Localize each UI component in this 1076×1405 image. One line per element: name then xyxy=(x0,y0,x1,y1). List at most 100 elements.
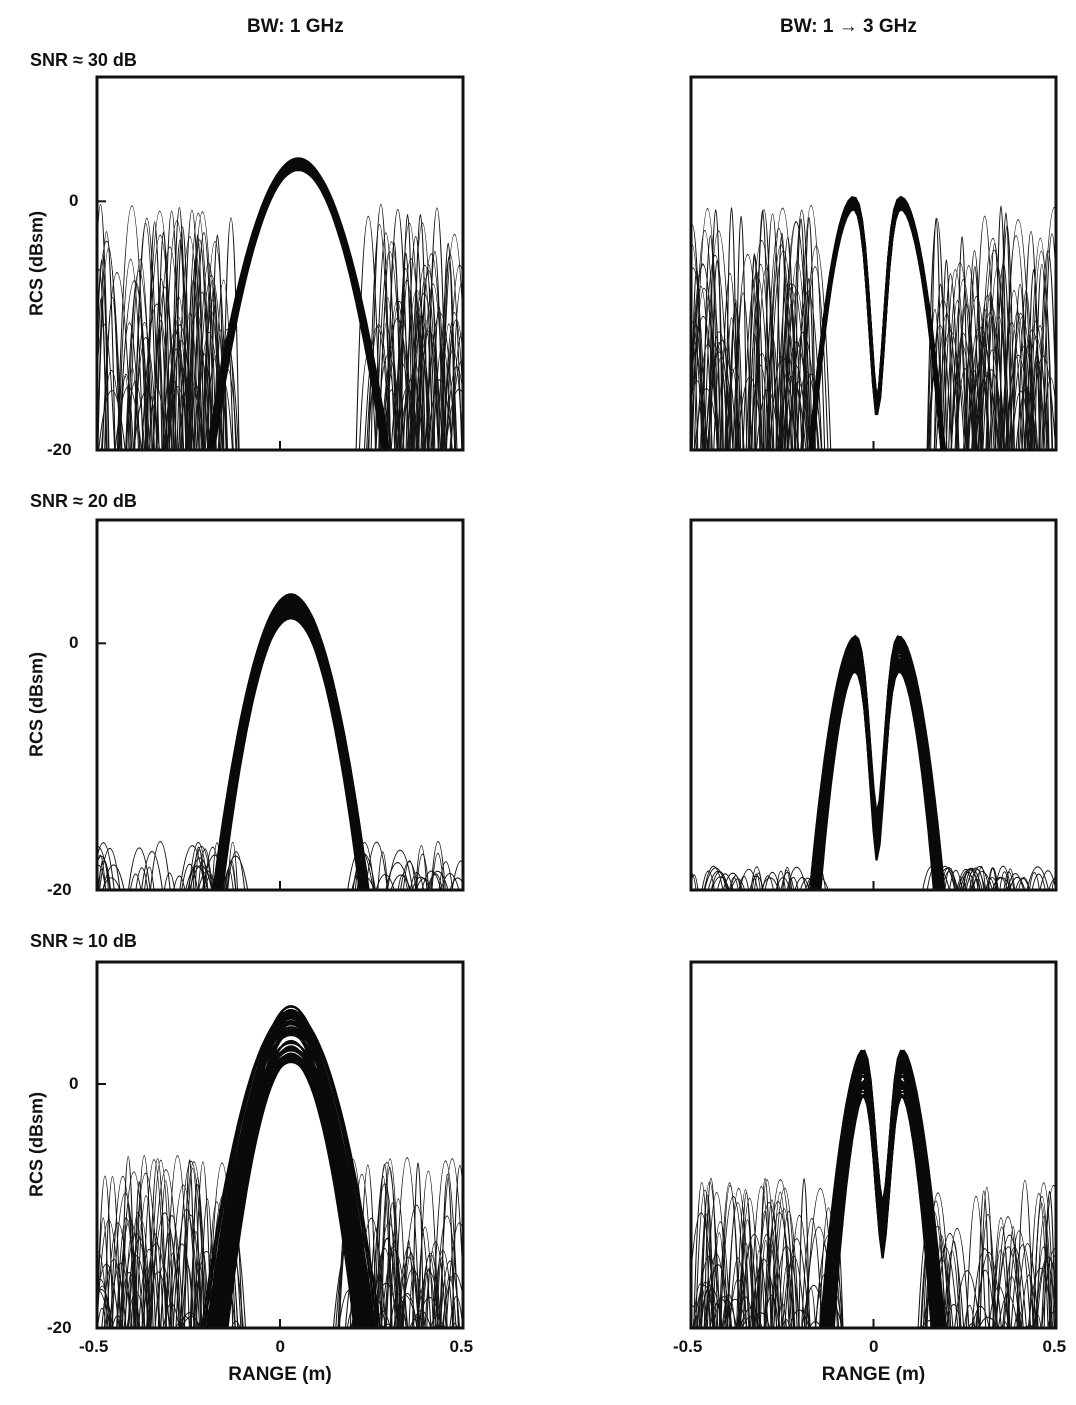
noise-lobe xyxy=(961,871,975,890)
noise-lobe xyxy=(773,1208,795,1328)
noise-lobe xyxy=(985,878,996,890)
noise-lobe xyxy=(1006,873,1025,890)
noise-lobe xyxy=(935,867,959,890)
noise-lobe xyxy=(146,221,163,450)
noise-lobe xyxy=(997,1294,1019,1328)
noise-lobe xyxy=(1013,1310,1024,1328)
noise-lobe xyxy=(741,1352,768,1354)
noise-lobe xyxy=(801,266,829,450)
noise-lobe xyxy=(1031,325,1049,450)
noise-lobe xyxy=(799,877,816,890)
noise-lobe xyxy=(928,325,953,450)
x-tick-label: 0 xyxy=(275,1337,285,1356)
noise-lobe xyxy=(442,311,463,450)
noise-lobe xyxy=(703,865,724,890)
noise-lobe xyxy=(187,254,205,450)
noise-lobe xyxy=(954,1270,981,1328)
noise-lobe xyxy=(179,1312,200,1328)
rcs-trace xyxy=(218,612,364,890)
noise-lobe xyxy=(363,326,391,450)
x-tick-label: 0.5 xyxy=(449,1337,474,1356)
noise-lobe xyxy=(400,214,415,450)
plot-frame xyxy=(95,518,465,892)
noise-lobe xyxy=(701,870,716,890)
noise-lobe xyxy=(1017,290,1035,450)
noise-lobe xyxy=(129,873,142,890)
noise-lobe xyxy=(433,1339,450,1352)
noise-lobe xyxy=(1042,378,1056,450)
y-axis-label: RCS (dBsm) xyxy=(26,1092,47,1198)
noise-lobe xyxy=(975,1269,996,1328)
noise-lobe xyxy=(1002,235,1030,450)
noise-lobe xyxy=(921,1320,938,1328)
noise-lobe xyxy=(213,279,234,450)
plot-panel-1 xyxy=(95,75,465,452)
noise-lobe xyxy=(138,1249,160,1328)
noise-lobe xyxy=(97,1285,111,1328)
noise-lobe xyxy=(188,842,209,890)
noise-lobe xyxy=(974,295,1002,450)
y-tick-label: 0 xyxy=(69,633,79,653)
x-tick-label: -0.5 xyxy=(673,1337,703,1356)
noise-lobe xyxy=(441,1273,463,1328)
rcs-trace xyxy=(219,610,363,890)
noise-lobe xyxy=(185,865,209,890)
x-tick-label: -0.5 xyxy=(79,1337,109,1356)
noise-lobe xyxy=(1026,866,1050,890)
noise-lobe xyxy=(923,1352,949,1353)
noise-lobe xyxy=(127,283,147,450)
noise-lobe xyxy=(156,231,171,450)
noise-lobe xyxy=(728,299,744,450)
noise-lobe xyxy=(999,225,1015,450)
noise-lobe xyxy=(945,1303,962,1328)
noise-lobe xyxy=(787,877,799,890)
noise-lobe xyxy=(741,1316,761,1328)
noise-lobe xyxy=(775,232,789,450)
noise-lobe xyxy=(117,259,144,450)
noise-lobe xyxy=(355,216,382,450)
noise-lobe xyxy=(157,1180,174,1328)
noise-lobe xyxy=(951,1341,969,1353)
rcs-trace xyxy=(211,1010,371,1328)
x-tick-label: 0.5 xyxy=(1042,1337,1067,1356)
noise-lobe xyxy=(97,842,115,890)
noise-lobe xyxy=(194,1161,212,1328)
noise-lobe xyxy=(380,1249,409,1328)
noise-lobe xyxy=(948,1339,961,1353)
noise-lobe xyxy=(415,845,428,890)
rcs-trace xyxy=(215,1005,367,1328)
noise-lobe xyxy=(938,1305,950,1328)
noise-lobe xyxy=(440,873,460,890)
noise-lobe xyxy=(451,860,463,890)
noise-lobe xyxy=(102,877,121,890)
noise-lobe xyxy=(403,1337,421,1352)
noise-lobe xyxy=(738,875,750,890)
noise-lobe xyxy=(801,1217,823,1328)
noise-lobe xyxy=(375,251,404,450)
noise-lobe xyxy=(135,867,149,890)
noise-lobe xyxy=(1009,877,1026,890)
noise-lobe xyxy=(1043,1191,1056,1328)
noise-lobe xyxy=(176,1329,207,1353)
noise-lobe xyxy=(227,842,239,890)
noise-lobe xyxy=(187,1327,191,1328)
noise-lobe xyxy=(943,1250,961,1328)
noise-lobe xyxy=(441,243,456,450)
noise-lobe xyxy=(223,855,249,890)
noise-lobe xyxy=(375,874,395,890)
noise-lobe xyxy=(724,317,739,450)
noise-lobe xyxy=(764,228,794,450)
noise-lobe xyxy=(192,846,205,890)
rcs-trace xyxy=(206,1009,376,1328)
column-title-1ghz: BW: 1 GHz xyxy=(247,16,344,37)
noise-lobe xyxy=(716,873,734,890)
noise-lobe xyxy=(691,874,699,890)
noise-lobe xyxy=(197,848,213,890)
noise-lobe xyxy=(948,299,967,450)
noise-lobe xyxy=(149,1212,181,1328)
noise-lobe xyxy=(950,344,974,450)
noise-lobe xyxy=(1031,873,1046,890)
noise-lobe xyxy=(127,847,151,890)
noise-lobe xyxy=(963,1304,976,1328)
noise-lobe xyxy=(180,1161,208,1328)
